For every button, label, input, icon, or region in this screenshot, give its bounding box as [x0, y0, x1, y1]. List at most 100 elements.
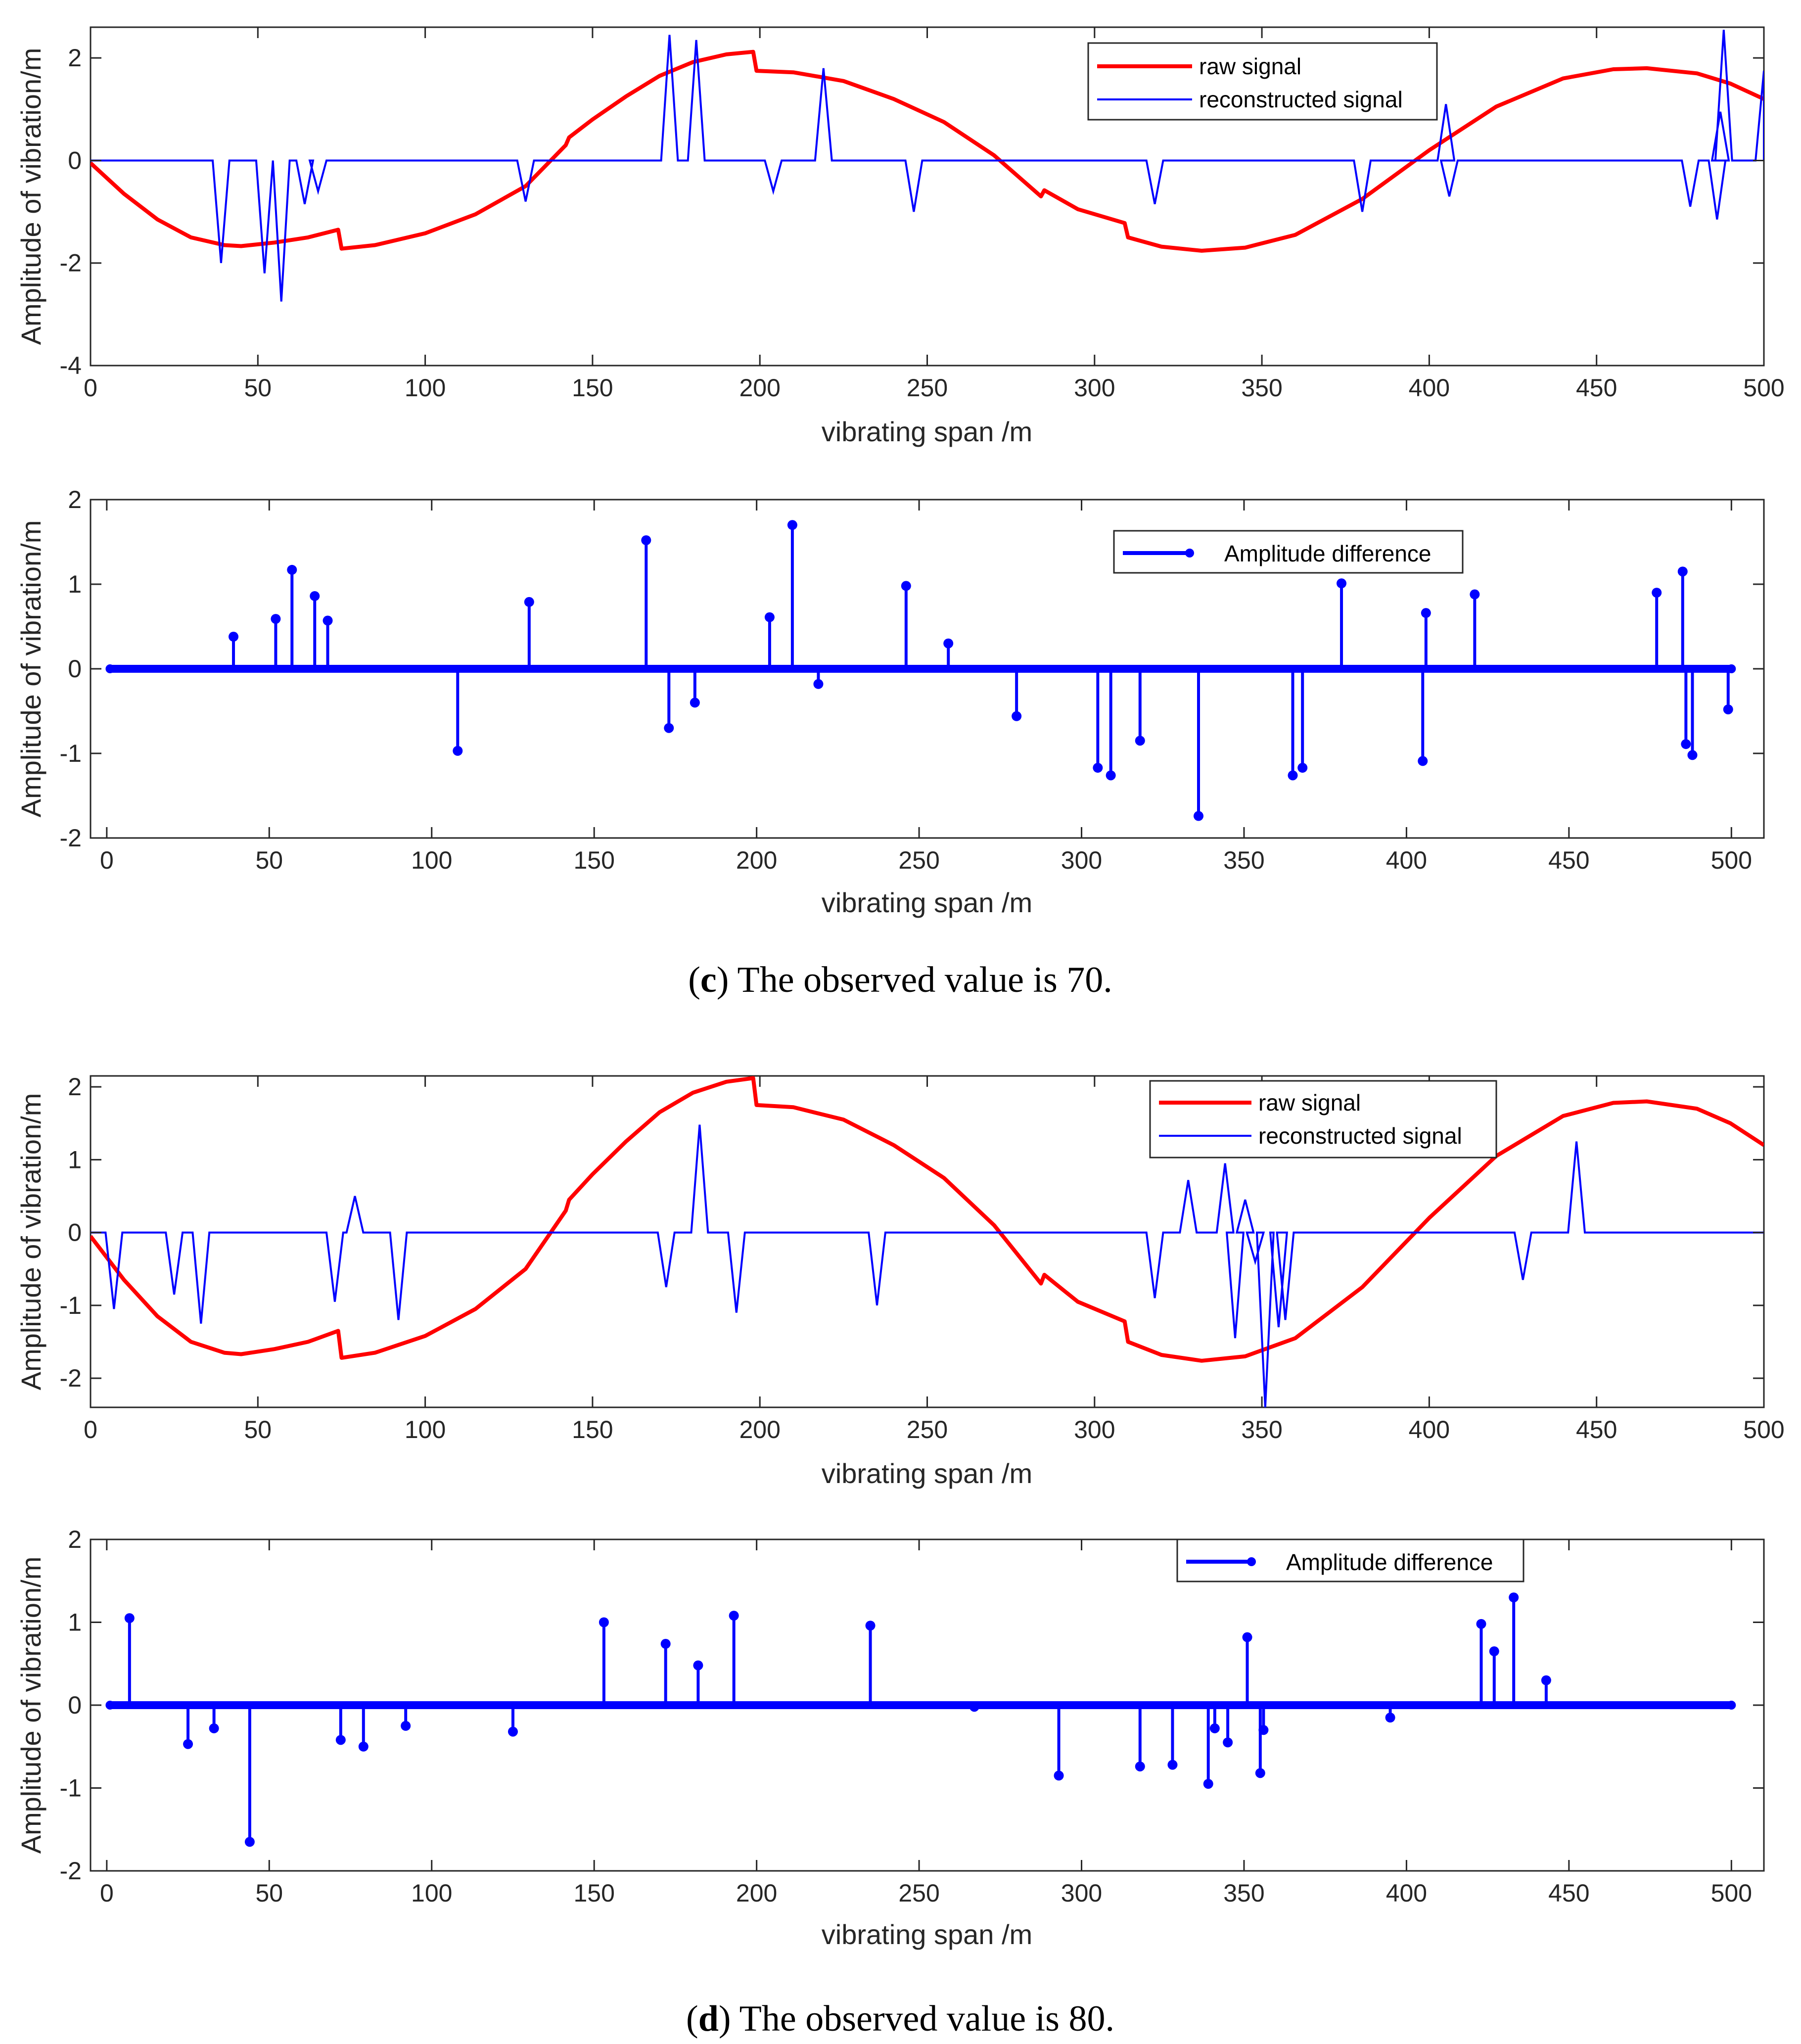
caption-c-letter: c: [700, 960, 717, 1000]
plot-area: [90, 26, 1765, 367]
stem-marker: [1509, 1592, 1519, 1603]
stem-marker: [1135, 1761, 1145, 1771]
legend-label-reconstructed-signal: reconstructed signal: [1199, 87, 1403, 112]
stem-marker: [1687, 750, 1698, 760]
stem-marker: [865, 1621, 876, 1631]
x-axis-label: vibrating span /m: [822, 1458, 1032, 1489]
x-tick-label: 200: [739, 374, 780, 402]
stem-marker: [183, 1739, 193, 1749]
x-tick-label: 450: [1548, 846, 1589, 874]
series-reconstructed-signal: [91, 30, 1764, 302]
x-tick-label: 500: [1743, 374, 1784, 402]
stem-marker: [508, 1726, 518, 1737]
stem-marker: [1135, 736, 1145, 746]
stem-marker: [209, 1723, 219, 1733]
stem-marker: [693, 1660, 703, 1671]
y-tick-label: 2: [68, 486, 82, 513]
x-tick-label: 150: [572, 1416, 613, 1443]
x-tick-label: 200: [736, 1879, 777, 1907]
caption-c: (c) The observed value is 70.: [688, 960, 1112, 1000]
y-tick-label: -1: [60, 1292, 82, 1319]
stem-marker: [524, 597, 534, 607]
y-tick-label: 1: [68, 1146, 82, 1173]
series-raw-signal: [91, 1076, 1764, 1363]
stem-marker: [1489, 1646, 1499, 1657]
x-tick-label: 0: [100, 846, 114, 874]
stem-marker: [813, 679, 824, 689]
x-tick-label: 300: [1061, 846, 1102, 874]
y-tick-label: 0: [68, 1691, 82, 1719]
stem-marker: [1255, 1768, 1265, 1778]
x-tick-label: 350: [1241, 374, 1282, 402]
x-tick-label: 500: [1743, 1416, 1784, 1443]
stem-marker: [599, 1617, 609, 1627]
plot-marks: [91, 30, 1764, 302]
x-tick-label: 250: [898, 1879, 939, 1907]
panel-d-top: 0 50 100 150 200 250 300 350 400 450 500 -2 -1 0 1 2 vi…: [15, 1073, 1785, 1489]
x-tick-label: 350: [1241, 1416, 1282, 1443]
stem-marker: [271, 614, 281, 624]
legend: Amplitude difference: [1176, 1538, 1524, 1582]
x-tick-label: 50: [255, 1879, 283, 1907]
x-axis-label: vibrating span /m: [822, 416, 1032, 447]
stem-marker: [1223, 1737, 1233, 1748]
x-tick-label: 50: [244, 374, 272, 402]
x-tick-label: 350: [1223, 846, 1264, 874]
x-tick-label: 450: [1576, 374, 1617, 402]
x-tick-label: 500: [1711, 846, 1752, 874]
x-axis-label: vibrating span /m: [822, 887, 1032, 918]
x-tick-label: 50: [244, 1416, 272, 1443]
x-tick-label: 300: [1074, 374, 1115, 402]
stem-marker: [1093, 763, 1103, 773]
stem-marker: [943, 638, 954, 649]
stem-marker: [1385, 1713, 1395, 1723]
plot-marks: [105, 520, 1736, 821]
stem-marker: [1541, 1675, 1551, 1685]
x-tick-label: 300: [1074, 1416, 1115, 1443]
caption-c-text: The observed value is 70.: [729, 960, 1112, 1000]
stem-marker: [1297, 763, 1308, 773]
stem-marker: [729, 1611, 739, 1621]
stem-marker: [764, 612, 775, 622]
caption-d-letter: d: [698, 1998, 719, 2039]
legend: raw signal reconstructed signal: [1087, 42, 1438, 121]
x-tick-label: 100: [411, 1879, 452, 1907]
y-tick-label: 1: [68, 1609, 82, 1636]
legend-box: [1176, 1538, 1524, 1582]
legend-box: [1087, 42, 1438, 121]
x-tick-label: 250: [907, 374, 948, 402]
x-tick-label: 100: [411, 846, 452, 874]
stem-marker: [1258, 1725, 1269, 1735]
stem-marker: [901, 581, 911, 591]
y-axis-label: Amplitude of vibration/m: [15, 48, 46, 345]
stem-marker: [323, 615, 333, 626]
stem-marker: [1242, 1632, 1252, 1642]
x-tick-label: 350: [1223, 1879, 1264, 1907]
x-tick-label: 250: [898, 846, 939, 874]
y-tick-label: 1: [68, 570, 82, 598]
stem-marker: [1106, 770, 1116, 781]
legend-label-raw-signal: raw signal: [1199, 53, 1301, 79]
x-tick-label: 100: [405, 1416, 446, 1443]
y-axis-label: Amplitude of vibration/m: [15, 1557, 46, 1854]
x-tick-label: 400: [1409, 1416, 1450, 1443]
x-tick-label: 150: [573, 846, 614, 874]
stem-marker: [660, 1639, 671, 1649]
y-tick-label: 2: [68, 1526, 82, 1553]
stem-marker: [1421, 608, 1431, 618]
panel-d-bottom: 0 50 100 150 200 250 300 350 400 450 500 -2 -1 0 1 2 vi…: [15, 1526, 1765, 1950]
x-tick-label: 200: [739, 1416, 780, 1443]
stem-marker: [1723, 704, 1733, 715]
stem-marker: [244, 1837, 255, 1847]
stem-marker: [1054, 1770, 1064, 1781]
x-tick-label: 150: [573, 1879, 614, 1907]
legend-marker-amplitude-difference: [1247, 1557, 1256, 1566]
legend-box: [1149, 1080, 1497, 1159]
x-tick-label: 400: [1386, 1879, 1427, 1907]
panel-c-bottom: 0 50 100 150 200 250 300 350 400 450 500 -2 -1 0 1 2 vi…: [15, 486, 1765, 918]
y-tick-label: -2: [60, 824, 82, 852]
stem-marker: [690, 697, 700, 708]
x-tick-label: 0: [84, 374, 97, 402]
y-axis-label: Amplitude of vibration/m: [15, 1093, 46, 1391]
